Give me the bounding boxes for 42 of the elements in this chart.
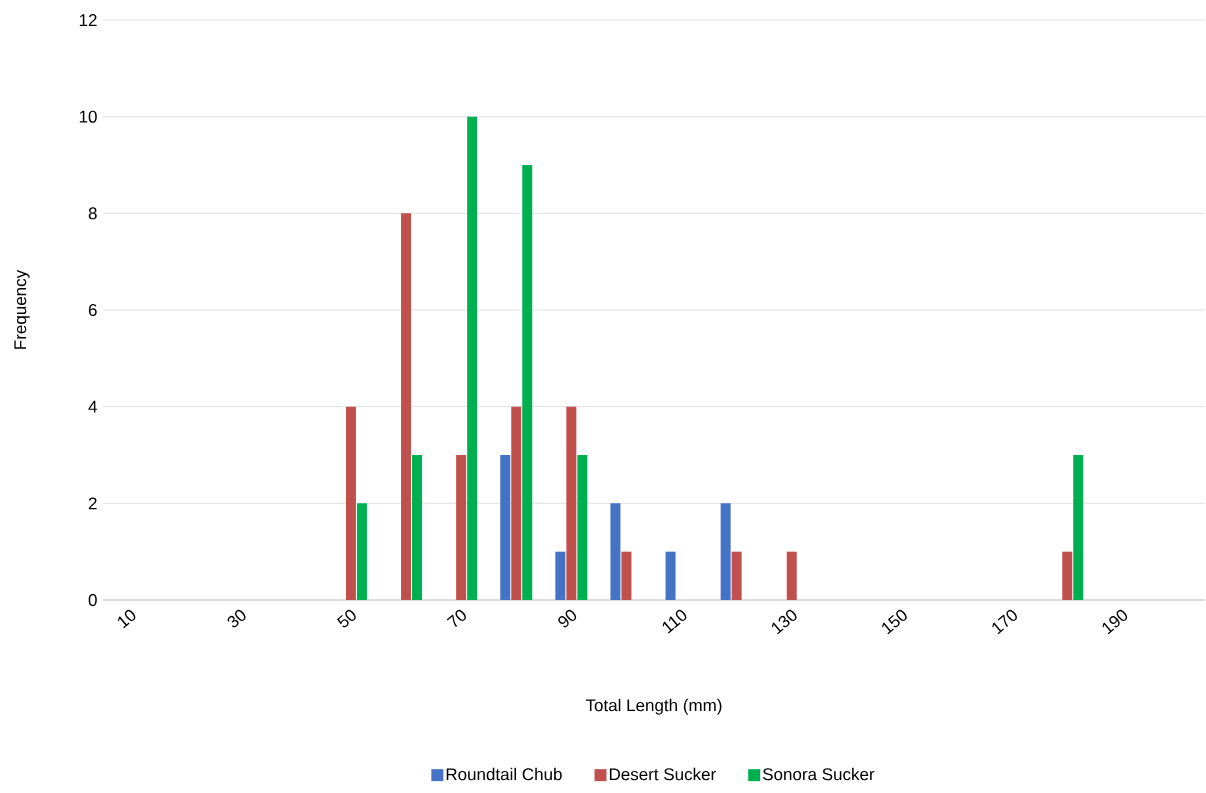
y-tick-label: 0 bbox=[88, 593, 97, 607]
y-tick-label: 8 bbox=[88, 207, 97, 220]
bar bbox=[456, 455, 467, 600]
bar bbox=[412, 455, 423, 600]
x-tick-label: 190 bbox=[1102, 609, 1128, 635]
legend-label: Roundtail Chub bbox=[446, 767, 562, 781]
bar bbox=[566, 406, 577, 600]
bar bbox=[356, 503, 367, 600]
bar bbox=[720, 503, 731, 600]
y-axis-title: Frequency bbox=[14, 269, 30, 349]
y-tick-label: 12 bbox=[79, 14, 97, 26]
y-tick-label: 4 bbox=[88, 400, 97, 413]
bar bbox=[401, 213, 412, 600]
bar bbox=[511, 406, 522, 600]
x-tick-label: 130 bbox=[771, 609, 797, 635]
x-tick-label: 90 bbox=[558, 609, 577, 628]
bar bbox=[577, 455, 588, 600]
x-tick-label: 10 bbox=[117, 609, 136, 629]
bar bbox=[731, 551, 742, 600]
bar bbox=[1062, 551, 1073, 600]
x-axis-title: Total Length (mm) bbox=[585, 698, 722, 715]
legend-label: Sonora Sucker bbox=[762, 767, 875, 781]
bar bbox=[500, 455, 511, 600]
legend-label: Desert Sucker bbox=[609, 767, 716, 781]
x-tick-label: 30 bbox=[227, 609, 246, 628]
y-tick-label: 10 bbox=[79, 110, 97, 123]
x-tick-label: 150 bbox=[882, 609, 907, 635]
y-tick-label: 2 bbox=[88, 497, 97, 510]
bar bbox=[786, 551, 797, 600]
bar bbox=[522, 165, 533, 600]
bar bbox=[610, 503, 621, 600]
x-tick-label: 50 bbox=[336, 609, 356, 628]
bar bbox=[1073, 455, 1084, 600]
y-tick-label: 6 bbox=[88, 303, 97, 317]
bar bbox=[621, 551, 632, 600]
x-tick-label: 70 bbox=[446, 609, 466, 628]
bar bbox=[467, 116, 478, 600]
bar bbox=[555, 551, 566, 600]
bar bbox=[345, 406, 356, 600]
x-tick-label: 170 bbox=[992, 609, 1017, 635]
x-tick-label: 110 bbox=[662, 609, 687, 634]
bar bbox=[665, 551, 676, 600]
